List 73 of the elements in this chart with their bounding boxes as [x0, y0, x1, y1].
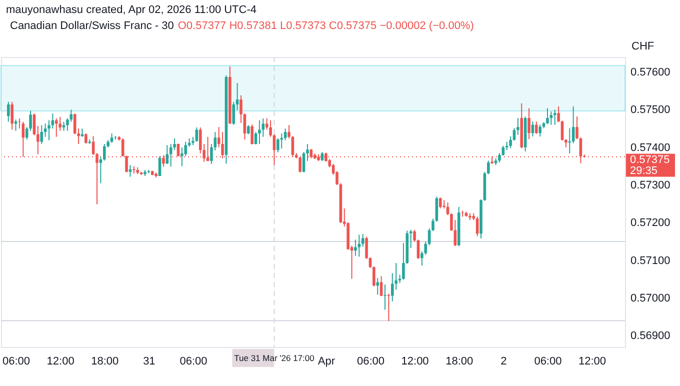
x-tick-label: 06:00 — [356, 356, 384, 368]
x-tick-label: 18:00 — [91, 356, 119, 368]
candlestick — [195, 126, 198, 142]
y-tick-label: 0.57300 — [630, 180, 670, 192]
candlestick — [102, 144, 106, 162]
y-tick-label: 0.57100 — [630, 254, 670, 267]
candlestick — [246, 124, 250, 135]
y-tick-label: 0.56900 — [630, 330, 670, 342]
y-tick-label: 0.57400 — [630, 142, 670, 154]
candlestick — [461, 210, 464, 218]
candlestick — [372, 266, 376, 287]
candlestick — [276, 138, 280, 153]
candlestick — [62, 121, 66, 132]
candlestick — [132, 166, 136, 174]
candlestick — [70, 109, 73, 122]
ref-line-label: 0.57375 29:35 — [630, 154, 670, 177]
candlestick — [516, 118, 520, 136]
candlestick — [442, 200, 446, 209]
candlestick — [284, 128, 287, 141]
x-tick-label: 31 — [143, 356, 156, 368]
candlestick — [73, 112, 76, 135]
candlestick — [6, 101, 10, 122]
candlestick — [280, 132, 284, 150]
candlestick — [384, 284, 386, 310]
text: mauyonawhasu created, Apr 02, 2026 11:00 UTC-4 — [6, 4, 257, 16]
x-tick-label: 12:00 — [578, 356, 606, 368]
candlestick — [84, 132, 88, 144]
candlestick — [528, 108, 530, 140]
x-tick-label: Apr — [318, 356, 336, 368]
y-tick-label: 0.57500 — [630, 104, 670, 116]
candlestick — [380, 276, 383, 297]
candlestick — [306, 144, 309, 162]
candlestick — [40, 124, 44, 144]
x-tick-label: 06:00 — [180, 356, 208, 368]
candlestick — [236, 82, 239, 111]
candlestick — [572, 106, 575, 144]
x-tick-label: 12:00 — [401, 356, 429, 368]
candlestick — [546, 108, 549, 125]
candlestick — [250, 124, 254, 145]
y-tick-label: 0.57600 — [630, 66, 670, 79]
candlestick — [438, 196, 442, 209]
candlestick — [166, 144, 169, 164]
candlestick — [387, 293, 390, 322]
candlestick — [534, 120, 538, 134]
candlestick — [376, 278, 380, 296]
candlestick — [568, 128, 572, 154]
y-tick-label: 0.57000 — [630, 292, 670, 305]
candlestick — [36, 125, 40, 155]
candlestick — [99, 156, 102, 184]
chart-subtitle: O0.57377 H0.57381 L0.57373 C0.57375 −0.00002 (−0.00%) — [178, 20, 474, 32]
x-tick-label: 12:00 — [46, 356, 74, 368]
candlestick — [54, 118, 58, 138]
candlestick — [262, 118, 265, 138]
candlestick — [486, 160, 490, 175]
candlestick — [10, 101, 14, 130]
y-tick-label: 0.57200 — [630, 217, 670, 230]
chart-title: Canadian Dollar/Swiss Franc - 30 — [10, 20, 174, 32]
x-tick-label: 06:00 — [534, 356, 562, 368]
x-tick-label: 18:00 — [446, 356, 474, 368]
candlestick — [361, 234, 364, 247]
candlestick — [258, 120, 261, 144]
x-tick-label: 2 — [500, 356, 507, 368]
y-axis-title: CHF — [632, 40, 654, 52]
candlestick — [553, 109, 556, 126]
candlestick — [232, 101, 236, 126]
x-tick-label: 06:00 — [2, 356, 30, 368]
candlestick — [409, 229, 412, 248]
candlestick — [354, 239, 357, 256]
candlestick — [128, 164, 132, 178]
candlestick — [538, 124, 542, 137]
candlestick — [18, 118, 21, 130]
ref-line-label: Tue 31 Mar '26 17:00 — [234, 353, 315, 363]
candlestick — [44, 123, 47, 138]
